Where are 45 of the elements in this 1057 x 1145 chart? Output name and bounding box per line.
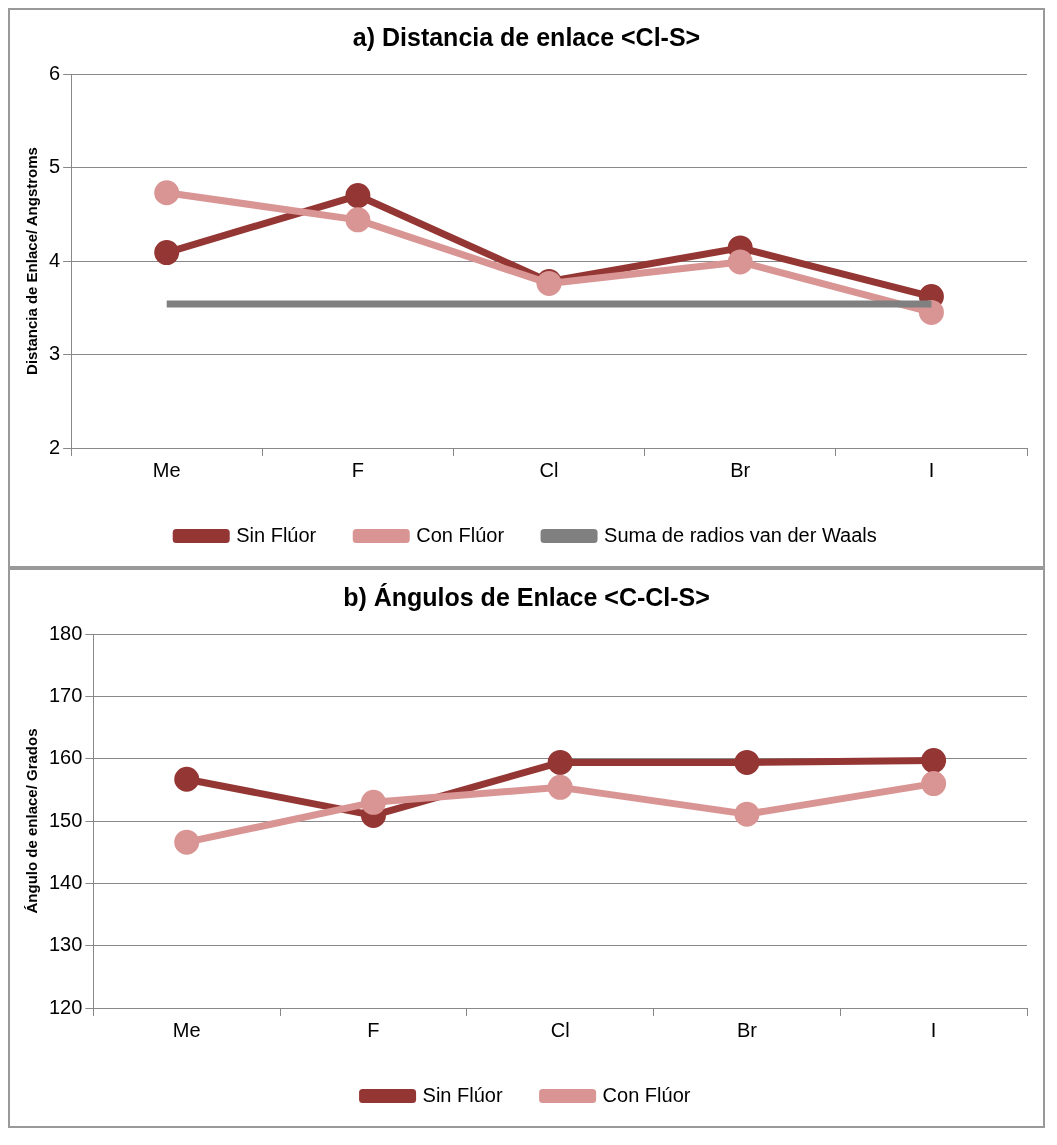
x-tick-label: Cl bbox=[539, 458, 559, 481]
y-tick-label: 2 bbox=[49, 435, 61, 458]
y-tick-label: 150 bbox=[48, 808, 83, 831]
chart-title: b) Ángulos de Enlace <C-Cl-S> bbox=[343, 582, 710, 611]
point bbox=[547, 749, 573, 775]
point bbox=[174, 766, 200, 792]
y-tick-label: 180 bbox=[48, 621, 83, 644]
x-tick-label: Br bbox=[730, 458, 751, 481]
point bbox=[360, 789, 386, 815]
legend-label: Sin Flúor bbox=[422, 1083, 503, 1106]
point bbox=[727, 249, 753, 275]
y-tick-label: 5 bbox=[49, 155, 61, 178]
point bbox=[154, 180, 180, 206]
y-tick-label: 160 bbox=[48, 746, 83, 769]
y-tick-label: 6 bbox=[49, 61, 61, 84]
y-tick-label: 120 bbox=[48, 995, 83, 1018]
point bbox=[154, 240, 180, 266]
y-tick-label: 4 bbox=[49, 248, 61, 271]
point bbox=[547, 774, 573, 800]
point bbox=[921, 771, 947, 797]
y-tick-label: 140 bbox=[48, 870, 83, 893]
chart-title: a) Distancia de enlace <Cl-S> bbox=[352, 22, 701, 51]
legend-label: Con Flúor bbox=[416, 523, 505, 546]
legend-label: Sin Flúor bbox=[236, 523, 317, 546]
point bbox=[345, 207, 371, 233]
x-tick-label: Me bbox=[152, 458, 181, 481]
x-tick-label: I bbox=[928, 458, 935, 481]
point bbox=[734, 749, 760, 775]
point bbox=[345, 183, 371, 209]
y-tick-label: 130 bbox=[48, 933, 83, 956]
x-tick-label: F bbox=[351, 458, 364, 481]
x-tick-label: Cl bbox=[550, 1018, 570, 1041]
x-tick-label: F bbox=[367, 1018, 380, 1041]
x-tick-label: Br bbox=[736, 1018, 758, 1041]
legend-label: Suma de radios van der Waals bbox=[604, 523, 877, 546]
y-axis-title: Distancia de Enlace/ Angstroms bbox=[23, 147, 41, 375]
point bbox=[921, 748, 947, 774]
point bbox=[174, 829, 200, 855]
legend-label: Con Flúor bbox=[602, 1083, 691, 1106]
x-tick-label: Me bbox=[172, 1018, 201, 1041]
y-axis-title: Ángulo de enlace/ Grados bbox=[23, 728, 41, 914]
x-tick-label: I bbox=[930, 1018, 937, 1041]
y-tick-label: 3 bbox=[49, 342, 61, 365]
y-tick-label: 170 bbox=[48, 683, 83, 706]
point bbox=[734, 801, 760, 827]
